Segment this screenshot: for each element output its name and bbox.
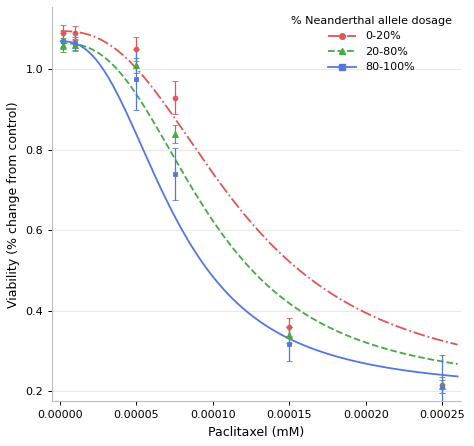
- Y-axis label: Viability (% change from control): Viability (% change from control): [7, 101, 20, 308]
- X-axis label: Paclitaxel (mM): Paclitaxel (mM): [209, 426, 305, 439]
- Legend: 0-20%, 20-80%, 80-100%: 0-20%, 20-80%, 80-100%: [287, 12, 455, 76]
